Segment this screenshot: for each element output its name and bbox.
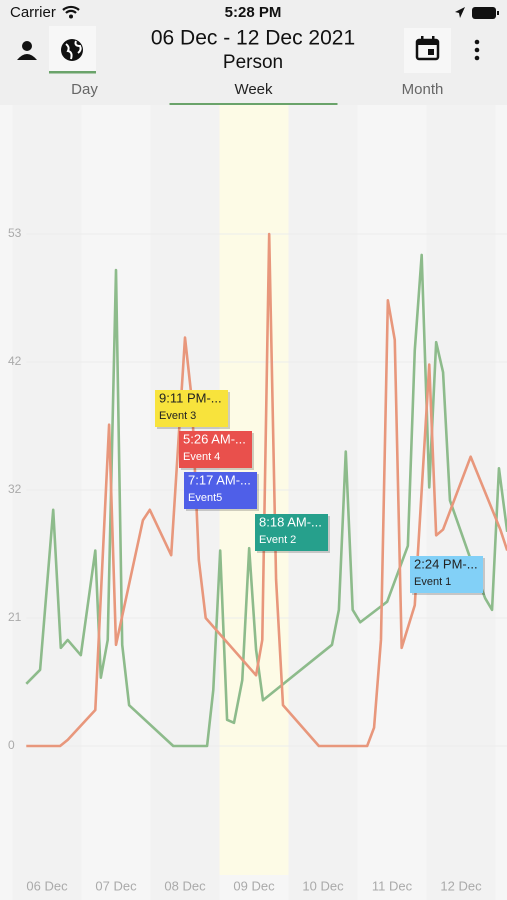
event-time: 9:11 PM-...	[159, 390, 222, 405]
event-box	[155, 390, 228, 427]
event[interactable]: 2:24 PM-... Event 1	[410, 556, 485, 595]
day-column	[12, 105, 82, 900]
event-title: Event5	[188, 492, 222, 504]
event[interactable]: 7:17 AM-... Event5	[184, 472, 259, 511]
event-time: 7:17 AM-...	[188, 472, 251, 487]
globe-icon	[61, 39, 83, 61]
day-column	[288, 105, 358, 900]
x-tick-label: 06 Dec	[26, 878, 68, 893]
event-box	[179, 431, 252, 468]
wifi-icon	[62, 5, 80, 14]
x-tick-label: 10 Dec	[302, 878, 344, 893]
calendar-icon	[415, 36, 440, 61]
series-line	[26, 232, 507, 748]
tab[interactable]: Month	[402, 81, 444, 98]
event-box	[410, 556, 483, 593]
header-title: 06 Dec - 12 Dec 2021	[151, 27, 355, 50]
series-line	[25, 253, 507, 748]
y-tick-label: 21	[8, 610, 22, 624]
event-box	[255, 514, 328, 551]
event-time: 2:24 PM-...	[414, 556, 478, 571]
event[interactable]: 8:18 AM-... Event 2	[255, 514, 330, 553]
globe-underline	[49, 71, 96, 74]
tab[interactable]: Day	[71, 81, 98, 98]
event-title: Event 1	[414, 576, 451, 588]
x-tick-label: 07 Dec	[95, 878, 137, 893]
tab-underline	[169, 103, 338, 106]
wifi-dot	[69, 14, 73, 19]
event-box	[184, 472, 257, 509]
header-subtitle: Person	[223, 52, 283, 73]
person-button[interactable]	[17, 41, 37, 60]
tab[interactable]: Week	[234, 81, 273, 98]
y-tick-label: 53	[8, 226, 22, 240]
battery-tip	[497, 11, 499, 15]
event-time: 5:26 AM-...	[183, 431, 246, 446]
event[interactable]: 9:11 PM-... Event 3	[155, 390, 230, 429]
carrier: Carrier	[10, 4, 56, 21]
event-title: Event 3	[159, 410, 196, 422]
x-tick-label: 09 Dec	[233, 878, 275, 893]
calendar-button[interactable]	[404, 28, 451, 73]
x-tick-label: 08 Dec	[164, 878, 206, 893]
day-column	[426, 105, 496, 900]
x-tick-label: 12 Dec	[440, 878, 482, 893]
time: 5:28 PM	[225, 4, 282, 21]
x-tick-label: 11 Dec	[372, 878, 413, 893]
event-title: Event 4	[183, 451, 220, 463]
y-tick-label: 0	[8, 738, 15, 752]
event[interactable]: 5:26 AM-... Event 4	[179, 431, 254, 470]
y-tick-label: 42	[8, 354, 22, 368]
more-button[interactable]	[474, 39, 480, 61]
event-title: Event 2	[259, 534, 296, 546]
event-time: 8:18 AM-...	[259, 514, 322, 529]
location-icon	[455, 7, 465, 18]
battery	[472, 7, 496, 19]
y-tick-label: 32	[8, 482, 22, 496]
